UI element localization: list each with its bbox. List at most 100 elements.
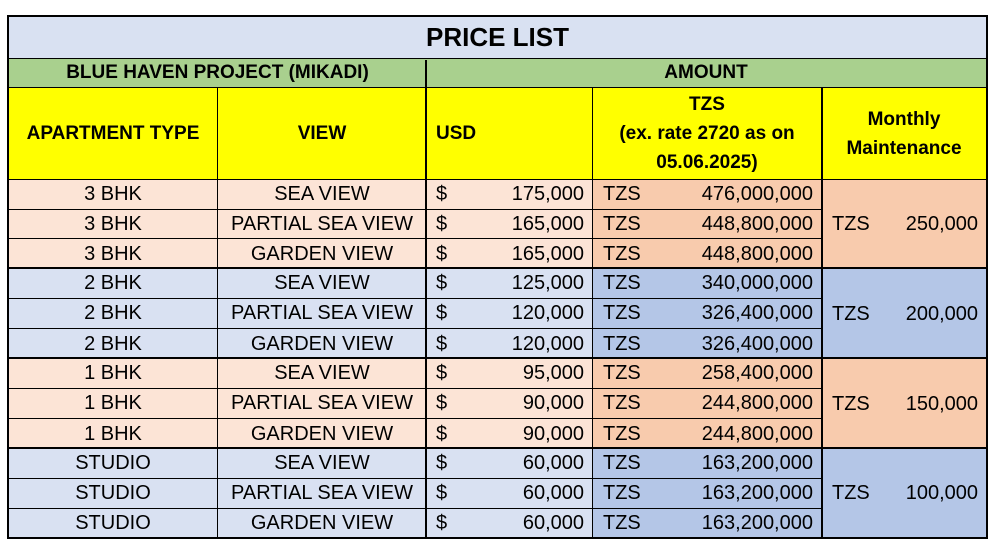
table-row-6-usd: $120,000: [426, 329, 593, 359]
view-label: SEA VIEW: [274, 272, 370, 294]
usd-value: 95,000: [522, 362, 584, 384]
view-label: PARTIAL SEA VIEW: [231, 302, 413, 324]
tzs-value: 244,800,000: [701, 392, 813, 414]
tzs-header: TZS (ex. rate 2720 as on 05.06.2025): [593, 88, 822, 180]
table-row-7-view: SEA VIEW: [218, 359, 426, 389]
usd-symbol: $: [436, 422, 448, 445]
usd-symbol: $: [436, 242, 448, 265]
apartment-type: 2 BHK: [84, 332, 142, 355]
table-row-2-tzs: TZS 448,800,000: [593, 210, 822, 239]
table-row-5-type: 2 BHK: [9, 299, 218, 329]
usd-value: 60,000: [522, 511, 584, 534]
table-row-5-usd: $120,000: [426, 299, 593, 329]
tzs-symbol: TZS: [603, 302, 641, 324]
table-row-8-type: 1 BHK: [9, 389, 218, 419]
usd-symbol: $: [436, 362, 448, 384]
table-row-11-type: STUDIO: [9, 479, 218, 509]
table-row-7-usd: $95,000: [426, 359, 593, 389]
view-label: GARDEN VIEW: [250, 242, 394, 265]
apartment-type: STUDIO: [75, 452, 151, 474]
usd-symbol: $: [436, 392, 448, 414]
view-label: SEA VIEW: [274, 183, 370, 205]
tzs-value: 163,200,000: [701, 482, 813, 504]
table-row-12-type: STUDIO: [9, 509, 218, 537]
tzs-symbol: TZS: [603, 332, 641, 355]
maintenance-value: 100,000: [905, 481, 978, 504]
table-row-4-type: 2 BHK: [9, 269, 218, 299]
tzs-symbol: TZS: [603, 362, 641, 384]
table-row-8-view: PARTIAL SEA VIEW: [218, 389, 426, 419]
view-label: PARTIAL SEA VIEW: [231, 212, 413, 235]
table-row-7-tzs: TZS 258,400,000: [593, 359, 822, 389]
table-row-6-type: 2 BHK: [9, 329, 218, 359]
usd-value: 175,000: [511, 183, 584, 205]
table-row-10-view: SEA VIEW: [218, 449, 426, 479]
usd-value: 165,000: [511, 242, 584, 265]
usd-value: 60,000: [522, 452, 584, 474]
tzs-symbol: TZS: [603, 212, 641, 235]
usd-value: 60,000: [522, 482, 584, 504]
apartment-type: 2 BHK: [84, 302, 142, 324]
maintenance-1bhk: TZS 150,000: [822, 359, 986, 449]
view-label: SEA VIEW: [274, 362, 370, 384]
view-label: GARDEN VIEW: [250, 422, 394, 445]
table-row-6-view: GARDEN VIEW: [218, 329, 426, 359]
table-row-8-tzs: TZS 244,800,000: [593, 389, 822, 419]
table-row-9-usd: $90,000: [426, 419, 593, 449]
tzs-symbol: TZS: [603, 272, 641, 294]
tzs-header-line3: 05.06.2025): [656, 152, 758, 173]
tzs-symbol: TZS: [603, 511, 641, 534]
apartment-type: 1 BHK: [84, 392, 142, 414]
view-label: GARDEN VIEW: [250, 511, 394, 534]
tzs-symbol: TZS: [603, 482, 641, 504]
tzs-value: 258,400,000: [701, 362, 813, 384]
tzs-symbol: TZS: [832, 213, 870, 235]
table-row-3-tzs: TZS 448,800,000: [593, 239, 822, 269]
apartment-type-header-label: APARTMENT TYPE: [26, 122, 200, 144]
table-row-9-tzs: TZS 244,800,000: [593, 419, 822, 449]
maintenance-3bhk: TZS 250,000: [822, 180, 986, 269]
table-row-2-view: PARTIAL SEA VIEW: [218, 210, 426, 239]
tzs-header-line1: TZS: [689, 94, 725, 115]
maintenance-value: 200,000: [905, 302, 978, 325]
table-row-5-tzs: TZS 326,400,000: [593, 299, 822, 329]
view-label: PARTIAL SEA VIEW: [231, 392, 413, 414]
table-row-4-view: SEA VIEW: [218, 269, 426, 299]
tzs-symbol: TZS: [603, 422, 641, 445]
table-row-8-usd: $90,000: [426, 389, 593, 419]
table-row-10-tzs: TZS 163,200,000: [593, 449, 822, 479]
usd-value: 90,000: [522, 392, 584, 414]
apartment-type: 1 BHK: [84, 422, 142, 445]
table-row-9-view: GARDEN VIEW: [218, 419, 426, 449]
column-divider: [425, 60, 427, 539]
tzs-value: 340,000,000: [701, 272, 813, 294]
tzs-header-line2: (ex. rate 2720 as on: [619, 123, 795, 144]
tzs-value: 163,200,000: [701, 511, 813, 534]
title-text: PRICE LIST: [425, 22, 569, 52]
apartment-type-header: APARTMENT TYPE: [9, 88, 218, 180]
table-row-11-tzs: TZS 163,200,000: [593, 479, 822, 509]
usd-value: 165,000: [511, 212, 584, 235]
usd-value: 120,000: [511, 302, 584, 324]
table-row-1-usd: $175,000: [426, 180, 593, 210]
usd-symbol: $: [436, 212, 448, 235]
usd-value: 120,000: [511, 332, 584, 355]
usd-value: 125,000: [511, 272, 584, 294]
table-row-4-usd: $125,000: [426, 269, 593, 299]
view-header: VIEW: [218, 88, 426, 180]
apartment-type: 3 BHK: [84, 242, 142, 265]
view-label: GARDEN VIEW: [250, 332, 394, 355]
tzs-value: 244,800,000: [701, 422, 813, 445]
table-row-12-view: GARDEN VIEW: [218, 509, 426, 537]
tzs-value: 163,200,000: [701, 452, 813, 474]
table-row-5-view: PARTIAL SEA VIEW: [218, 299, 426, 329]
table-row-3-type: 3 BHK: [9, 239, 218, 269]
apartment-type: 2 BHK: [84, 272, 142, 294]
tzs-symbol: TZS: [832, 481, 870, 504]
project-name-cell: BLUE HAVEN PROJECT (MIKADI): [9, 59, 426, 88]
table-row-11-view: PARTIAL SEA VIEW: [218, 479, 426, 509]
tzs-value: 326,400,000: [701, 332, 813, 355]
table-row-11-usd: $60,000: [426, 479, 593, 509]
table-row-2-usd: $165,000: [426, 210, 593, 239]
table-row-1-tzs: TZS 476,000,000: [593, 180, 822, 210]
